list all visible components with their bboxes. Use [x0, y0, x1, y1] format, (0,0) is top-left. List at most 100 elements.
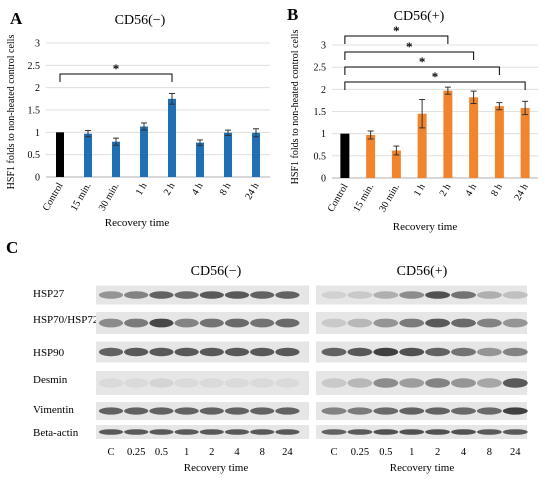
blot-band	[502, 407, 528, 415]
panel-letter-a: A	[10, 9, 23, 28]
blot-band	[149, 378, 174, 388]
blot-band	[399, 378, 425, 388]
bar	[168, 98, 176, 177]
blot-lane-label: C	[330, 447, 337, 458]
blot-lane-label: 0.25	[127, 447, 145, 458]
blot-band	[451, 318, 476, 328]
blot-xlabel-neg: Recovery time	[184, 462, 249, 474]
bar	[112, 141, 120, 177]
blot-band	[373, 291, 399, 299]
y-tick-label: 0	[321, 174, 326, 185]
chart-b-xlabel: Recovery time	[393, 221, 458, 233]
blot-lane-label: 0.5	[379, 447, 392, 458]
y-tick-label: 1	[35, 128, 40, 139]
blot-band	[124, 378, 149, 388]
blot-band	[502, 318, 528, 328]
blot-band	[149, 429, 174, 435]
blot-band	[425, 318, 451, 328]
blot-band	[373, 407, 399, 415]
blot-band	[275, 318, 300, 328]
blot-band	[250, 407, 275, 415]
blot-band	[451, 291, 476, 299]
blot-band	[476, 347, 502, 357]
blot-row-label: Vimentin	[33, 404, 74, 416]
bar	[56, 132, 64, 177]
blot-band	[275, 429, 300, 435]
blot-band	[347, 318, 373, 328]
y-tick-label: 0.5	[28, 150, 41, 161]
x-tick-label: 8 h	[489, 182, 505, 198]
blot-band	[174, 378, 199, 388]
blot-lane-label: 24	[282, 447, 293, 458]
chart-a-xlabel: Recovery time	[105, 217, 170, 229]
blot-band	[275, 378, 300, 388]
blot-band	[476, 378, 502, 388]
blot-band	[224, 429, 250, 435]
blot-band	[275, 407, 300, 415]
y-tick-label: 1.5	[28, 106, 41, 117]
blot-band	[124, 407, 149, 415]
blot-band	[373, 318, 399, 328]
blot-group-title-neg: CD56(−)	[191, 264, 242, 279]
x-tick-label: 8 h	[218, 181, 234, 197]
bar	[520, 107, 530, 178]
x-tick-label: 2 h	[438, 182, 454, 198]
blot-lane-label: 8	[487, 447, 492, 458]
blot-band	[502, 291, 528, 299]
blot-band	[347, 407, 373, 415]
blot-band	[321, 378, 347, 388]
bar	[391, 150, 401, 178]
blot-lane-label: 1	[409, 447, 414, 458]
blot-band	[98, 429, 124, 435]
significance-star: *	[432, 69, 439, 84]
blot-band	[224, 347, 250, 357]
blot-band	[321, 291, 347, 299]
chart-b-title: CD56(+)	[394, 9, 445, 24]
y-tick-label: 1.5	[314, 107, 327, 118]
blot-band	[124, 347, 149, 357]
blot-band	[399, 318, 425, 328]
blot-group-title-pos: CD56(+)	[397, 264, 448, 279]
y-tick-label: 2.5	[314, 63, 327, 74]
blot-lane-label: 4	[461, 447, 467, 458]
blot-row-label: HSP70/HSP72	[33, 314, 98, 326]
significance-star: *	[393, 23, 400, 38]
blot-band	[250, 318, 275, 328]
blot-band	[451, 407, 476, 415]
blot-band	[347, 347, 373, 357]
blot-panel: C CD56(−) CD56(+) HSP27 HSP70/HSP72 HSP90 D…	[6, 238, 528, 474]
blot-band	[399, 407, 425, 415]
significance-star: *	[419, 54, 426, 69]
blot-band	[199, 291, 224, 299]
blot-band	[373, 347, 399, 357]
blot-band	[275, 347, 300, 357]
blot-band	[476, 407, 502, 415]
blot-band	[174, 291, 199, 299]
blot-band	[321, 347, 347, 357]
blot-band	[98, 347, 124, 357]
y-tick-label: 3	[35, 39, 40, 50]
blot-band	[347, 291, 373, 299]
y-tick-label: 2.5	[28, 61, 41, 72]
blot-row-label: Desmin	[33, 374, 68, 386]
blot-band	[425, 378, 451, 388]
blot-band	[321, 407, 347, 415]
bar	[443, 90, 453, 178]
blot-band	[451, 429, 476, 435]
blot-lane-label: 2	[435, 447, 440, 458]
blot-band	[149, 407, 174, 415]
bar	[252, 132, 260, 177]
blot-lane-label: 8	[260, 447, 265, 458]
blot-band	[224, 318, 250, 328]
blot-band	[98, 291, 124, 299]
blot-band	[124, 318, 149, 328]
blot-band	[399, 291, 425, 299]
blot-band	[321, 429, 347, 435]
blot-band	[224, 407, 250, 415]
blot-band	[275, 291, 300, 299]
blot-band	[199, 407, 224, 415]
blot-band	[347, 378, 373, 388]
blot-band	[124, 291, 149, 299]
blot-band	[502, 429, 528, 435]
